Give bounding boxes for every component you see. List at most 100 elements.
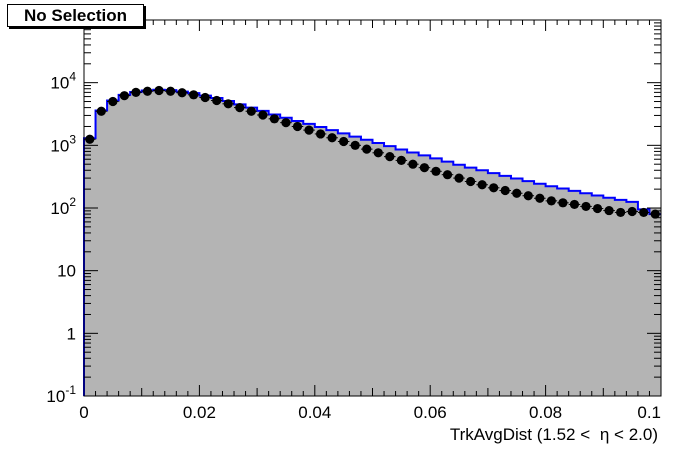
histogram-bar <box>372 142 385 396</box>
data-point <box>235 103 245 113</box>
histogram-bar <box>245 107 258 396</box>
y-tick-label: 10 <box>57 262 76 281</box>
data-point <box>142 86 153 96</box>
data-point <box>131 87 141 97</box>
histogram-bar <box>603 197 616 396</box>
histogram-bar <box>441 161 454 396</box>
histogram-bar <box>118 94 131 397</box>
data-point <box>108 96 118 107</box>
x-tick-label: 0 <box>79 403 88 422</box>
y-tick-label: 102 <box>50 195 76 218</box>
histogram-bar <box>257 110 270 396</box>
data-point <box>189 90 199 100</box>
histogram-bar <box>499 175 512 396</box>
x-tick-label: 0.08 <box>529 403 562 422</box>
histogram-bar <box>360 139 373 396</box>
histogram-bar <box>649 208 662 396</box>
data-point <box>500 185 510 196</box>
histogram-bar <box>522 181 535 396</box>
histogram-bar <box>591 195 604 396</box>
data-point <box>385 152 395 162</box>
data-point <box>546 196 556 206</box>
y-tick-label: 103 <box>50 132 76 155</box>
histogram-bar <box>141 90 154 397</box>
x-tick-label: 0.1 <box>637 403 661 422</box>
histogram-bar <box>395 149 408 396</box>
x-tick-label: 0.04 <box>298 403 331 422</box>
histogram-bar <box>545 186 558 396</box>
histogram-bar <box>291 120 304 397</box>
histogram-bar <box>407 152 420 396</box>
histogram-bar <box>510 178 523 396</box>
data-point <box>569 199 580 210</box>
histogram-bar <box>580 193 593 396</box>
data-point <box>512 188 522 198</box>
data-point <box>350 140 360 150</box>
histogram-bar <box>637 209 650 396</box>
axes-layer: 0 0.02 0.04 0.06 0.08 0.1 10-1 1 10 102 103 104 <box>46 19 662 422</box>
histogram-bar <box>418 155 431 396</box>
histogram-bar <box>234 104 246 396</box>
x-axis-label: TrkAvgDist (1.52 < η < 2.0) <box>450 425 658 444</box>
data-point <box>165 86 176 96</box>
histogram-bar <box>430 158 443 396</box>
data-point <box>200 92 210 103</box>
histogram-bar <box>107 100 120 396</box>
y-tick-label: 1 <box>67 324 76 343</box>
selection-label: No Selection <box>7 4 144 27</box>
data-point <box>592 203 603 214</box>
histogram-bar <box>303 123 316 396</box>
data-point <box>292 121 303 132</box>
data-point <box>315 129 326 139</box>
data-points-layer <box>84 85 661 219</box>
x-tick-label: 0.06 <box>414 403 447 422</box>
histogram-bar <box>464 167 477 396</box>
data-point <box>558 198 568 208</box>
histogram-bar <box>384 146 396 396</box>
data-point <box>269 114 280 124</box>
data-point <box>304 125 314 135</box>
data-point <box>177 88 187 98</box>
histogram-bar <box>326 130 339 396</box>
histogram-bar <box>130 91 143 397</box>
data-point <box>119 91 129 101</box>
histogram-bar <box>614 199 627 396</box>
data-point <box>408 159 418 169</box>
data-point <box>339 136 349 147</box>
x-tick-label: 0.02 <box>183 403 216 422</box>
histogram-bar <box>337 133 350 396</box>
data-point <box>362 144 372 154</box>
data-point <box>454 173 464 183</box>
data-point <box>477 180 487 190</box>
data-point <box>604 205 614 216</box>
data-point <box>616 207 626 218</box>
data-point <box>581 201 591 212</box>
data-point <box>258 110 268 120</box>
histogram-bar <box>487 173 500 396</box>
data-point <box>523 191 533 201</box>
data-point <box>96 106 106 116</box>
histogram-bar <box>164 90 177 396</box>
data-point <box>419 163 430 173</box>
data-point <box>327 133 337 143</box>
histogram-bar <box>568 190 581 396</box>
data-point <box>639 207 649 218</box>
histogram-bar <box>199 95 212 396</box>
data-point <box>489 183 499 193</box>
histogram-layer <box>83 88 662 397</box>
data-point <box>373 148 383 158</box>
histogram-bar <box>453 164 466 396</box>
histogram-bar <box>222 100 235 396</box>
y-tick-label: 104 <box>50 70 76 93</box>
histogram-bar <box>153 89 166 397</box>
histogram-bar <box>268 114 281 397</box>
data-point <box>627 206 637 217</box>
data-point <box>223 99 233 109</box>
data-point <box>442 170 453 180</box>
histogram-bar <box>534 183 546 396</box>
histogram-bar <box>187 93 200 396</box>
histogram-bar <box>476 170 489 396</box>
histogram-bar <box>626 201 639 396</box>
